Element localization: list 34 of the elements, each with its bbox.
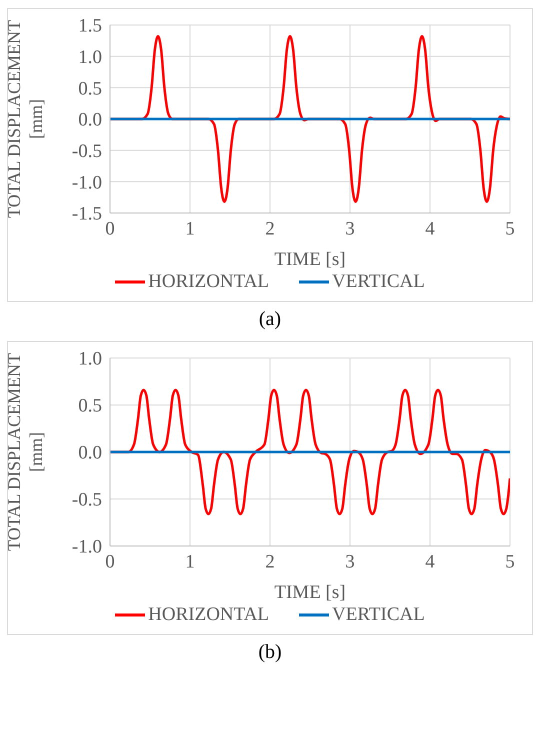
y-tick-label: -1.0 <box>72 172 102 194</box>
legend-label: HORIZONTAL <box>148 271 270 293</box>
y-tick-label: 0.0 <box>78 442 102 464</box>
x-tick-label: 2 <box>265 551 275 572</box>
legend-label: VERTICAL <box>332 604 425 626</box>
x-tick-label: 4 <box>425 551 436 572</box>
y-tick-label: -0.5 <box>72 141 102 162</box>
y-tick-label: 1.0 <box>78 47 102 68</box>
x-tick-label: 3 <box>345 551 355 572</box>
x-tick-label: 5 <box>505 218 515 240</box>
y-axis-title: TOTAL DISPLACEMENT [mm] <box>4 20 46 218</box>
y-tick-label: -0.5 <box>72 490 102 511</box>
x-axis-title: TIME [s] <box>274 249 346 270</box>
y-tick-label: 1.5 <box>78 16 102 37</box>
y-tick-label: 0.5 <box>78 78 102 100</box>
y-tick-label: 0.5 <box>78 396 102 417</box>
x-axis-title: TIME [s] <box>274 582 346 603</box>
y-tick-label: 0.0 <box>78 110 102 131</box>
y-tick-label: -1.0 <box>72 536 102 558</box>
y-tick-label: 1.0 <box>78 348 102 370</box>
x-tick-label: 0 <box>105 218 115 240</box>
y-tick-label: -1.5 <box>72 204 102 225</box>
x-tick-label: 4 <box>425 218 436 240</box>
x-tick-label: 0 <box>105 551 115 572</box>
legend-label: HORIZONTAL <box>148 604 270 626</box>
text: (b) <box>257 641 283 664</box>
x-tick-label: 5 <box>505 551 515 572</box>
text: (a) <box>258 308 282 331</box>
legend-label: VERTICAL <box>332 271 425 293</box>
x-tick-label: 2 <box>265 218 275 240</box>
x-tick-label: 1 <box>185 551 195 572</box>
x-tick-label: 3 <box>345 218 355 240</box>
y-axis-title: TOTAL DISPLACEMENT [mm] <box>4 352 46 552</box>
x-tick-label: 1 <box>185 218 195 240</box>
